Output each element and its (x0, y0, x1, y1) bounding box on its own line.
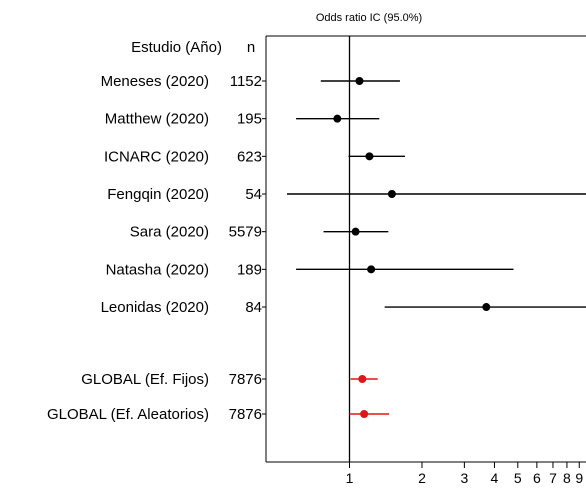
study-label: Leonidas (2020) (101, 299, 209, 316)
study-estimate-point (365, 152, 374, 161)
study-label: Meneses (2020) (101, 73, 209, 90)
n-value: 1152 (230, 73, 262, 90)
study-estimate-point (351, 227, 360, 236)
plot-frame (265, 35, 586, 463)
study-label: Fengqin (2020) (107, 186, 209, 203)
n-value: 623 (237, 148, 262, 165)
study-estimate-point (355, 77, 364, 85)
n-value: 189 (237, 261, 262, 278)
x-tick-label: 3 (460, 470, 468, 486)
x-tick-label: 2 (418, 470, 426, 486)
study-label: Natasha (2020) (106, 261, 209, 278)
study-estimate-point (387, 190, 396, 199)
study-column-header: Estudio (Año) (131, 39, 222, 56)
n-value: 7876 (229, 371, 262, 388)
x-tick-label: 8 (563, 470, 571, 486)
n-value: 84 (245, 299, 262, 316)
n-column-header: n (247, 39, 255, 56)
pooled-label: GLOBAL (Ef. Aleatorios) (47, 406, 209, 423)
n-value: 195 (237, 111, 262, 128)
x-tick-label: 1 (346, 470, 354, 486)
pooled-label: GLOBAL (Ef. Fijos) (81, 371, 209, 388)
n-value: 7876 (229, 406, 262, 423)
study-estimate-point (482, 303, 491, 312)
n-value: 5579 (229, 224, 262, 241)
study-rows: Meneses (2020) 1152 Matthew (2020) 195 ICNAR… (47, 73, 586, 423)
study-estimate-point (367, 265, 376, 274)
x-tick-label: 5 (514, 470, 522, 486)
study-estimate-point (333, 114, 342, 123)
study-label: Sara (2020) (130, 224, 209, 241)
study-label: ICNARC (2020) (104, 148, 209, 165)
pooled-estimate-point (360, 410, 369, 418)
x-tick-label: 4 (491, 470, 499, 486)
n-value: 54 (245, 186, 262, 203)
chart-title: Odds ratio IC (95.0%) (316, 12, 422, 24)
study-label: Matthew (2020) (105, 111, 209, 128)
x-tick-label: 7 (549, 470, 557, 486)
x-tick-label: 6 (533, 470, 541, 486)
x-tick-label: 9 (575, 470, 583, 486)
pooled-estimate-point (358, 375, 367, 383)
